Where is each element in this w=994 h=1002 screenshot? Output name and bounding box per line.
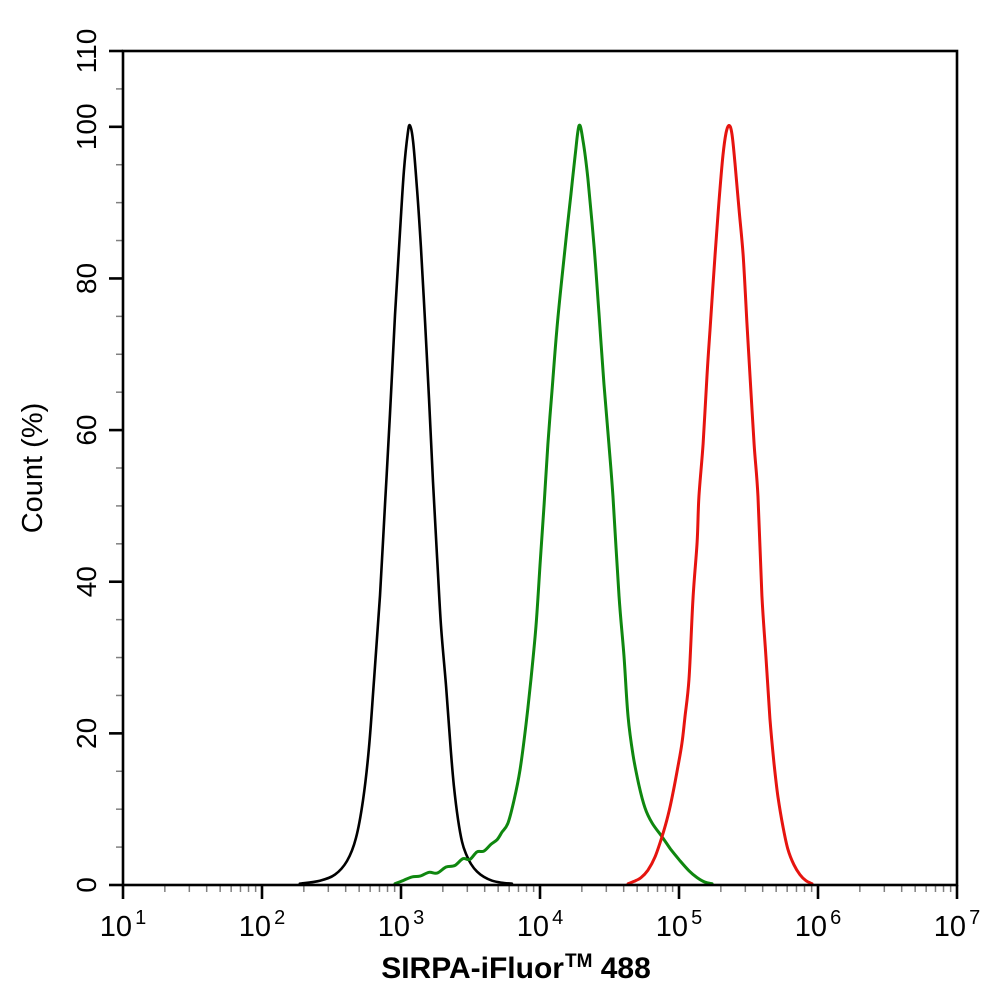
y-tick-label: 110 <box>71 29 102 74</box>
x-tick-label: 10 7 <box>934 907 980 943</box>
y-tick-label: 20 <box>71 718 102 749</box>
x-tick-exponent: 6 <box>830 907 841 929</box>
x-tick-exponent: 7 <box>969 907 980 929</box>
x-tick-exponent: 5 <box>691 907 702 929</box>
y-tick-label: 80 <box>71 263 102 294</box>
x-tick-label: 10 5 <box>656 907 702 943</box>
x-tick-label: 10 6 <box>795 907 841 943</box>
histogram-green-curve <box>393 123 714 886</box>
minor-ticks-group <box>116 88 952 892</box>
x-tick-mantissa: 10 <box>378 911 410 943</box>
x-tick-label: 10 4 <box>517 907 563 943</box>
x-tick-exponent: 4 <box>552 907 563 929</box>
x-axis-title-suffix: 488 <box>592 952 650 985</box>
x-tick-label: 10 1 <box>100 907 146 943</box>
major-ticks-group <box>109 49 959 899</box>
x-tick-mantissa: 10 <box>517 911 549 943</box>
histogram-red-curve <box>626 124 814 886</box>
histogram-black-curve <box>298 123 514 885</box>
y-tick-label: 0 <box>71 877 102 893</box>
x-tick-exponent: 3 <box>413 907 424 929</box>
x-tick-label: 10 3 <box>378 907 424 943</box>
y-tick-label: 40 <box>71 566 102 597</box>
x-tick-exponent: 1 <box>135 907 146 929</box>
trademark-superscript: TM <box>565 951 592 972</box>
curves-group <box>298 123 814 886</box>
x-tick-exponent: 2 <box>274 907 285 929</box>
x-tick-mantissa: 10 <box>239 911 271 943</box>
y-tick-label: 100 <box>71 103 102 150</box>
x-axis-title: SIRPA-iFluorTM 488 <box>381 951 651 985</box>
y-tick-label: 60 <box>71 415 102 446</box>
x-tick-label: 10 2 <box>239 907 285 943</box>
y-axis-title: Count (%) <box>17 403 49 534</box>
plot-frame <box>121 49 959 887</box>
x-tick-mantissa: 10 <box>934 911 966 943</box>
x-tick-mantissa: 10 <box>100 911 132 943</box>
x-tick-mantissa: 10 <box>795 911 827 943</box>
x-tick-mantissa: 10 <box>656 911 688 943</box>
x-axis-title-main: SIRPA-iFluor <box>381 952 564 985</box>
